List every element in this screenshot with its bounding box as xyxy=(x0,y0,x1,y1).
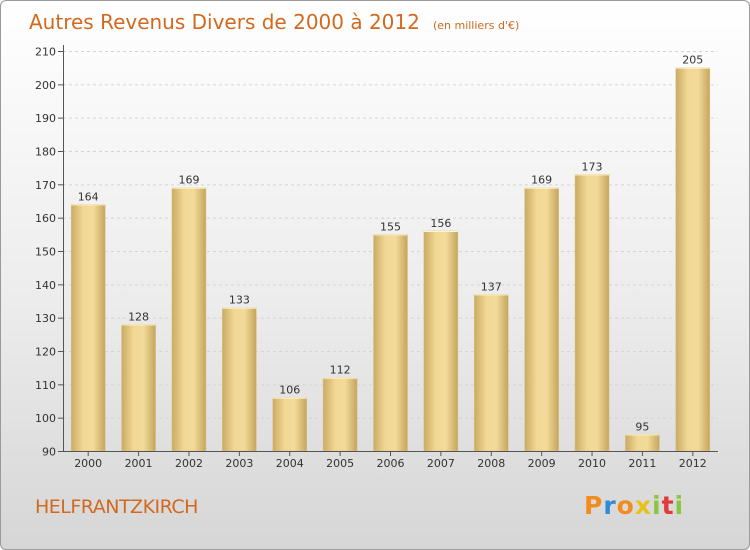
chart-title: Autres Revenus Divers de 2000 à 2012 (en… xyxy=(29,10,519,34)
brand-letter: t xyxy=(661,491,675,520)
bar-2003 xyxy=(222,307,257,452)
data-label: 169 xyxy=(531,174,552,187)
y-tick-label: 170 xyxy=(35,179,56,192)
bars: 164 128 169 133 106 112 155 156 137 169 173 95 205 xyxy=(70,54,711,452)
bar-2011 xyxy=(625,434,660,452)
y-tick-label: 160 xyxy=(35,212,56,225)
y-tick-label: 100 xyxy=(35,412,56,425)
location-label: HELFRANTZKIRCH xyxy=(35,496,198,518)
x-axis: 2000 2001 2002 2003 2004 2005 2006 2007 2008 2009… xyxy=(63,451,718,470)
y-axis: 90 100 110 120 130 140 150 160 170 180 190 200 210 xyxy=(35,45,64,459)
chart-subtitle: (en milliers d'€) xyxy=(433,19,519,32)
y-tick-label: 210 xyxy=(35,46,56,59)
y-tick-label: 200 xyxy=(35,79,56,92)
data-label: 155 xyxy=(380,220,401,233)
x-tick-label: 2006 xyxy=(377,457,405,470)
bar-2009 xyxy=(524,187,559,452)
data-label: 156 xyxy=(430,217,451,230)
x-tick-label: 2010 xyxy=(578,457,606,470)
brand-letter: i xyxy=(674,491,685,520)
data-label: 169 xyxy=(178,174,199,187)
y-tick-label: 120 xyxy=(35,346,56,359)
data-label: 95 xyxy=(635,420,649,433)
brand-letter: i xyxy=(652,491,662,520)
bar-2007 xyxy=(423,230,459,452)
x-tick-label: 2005 xyxy=(326,457,354,470)
bar-2010 xyxy=(574,174,610,452)
brand-letter: P xyxy=(584,491,604,520)
chart-title-main: Autres Revenus Divers de 2000 à 2012 xyxy=(29,10,420,34)
x-tick-label: 2003 xyxy=(225,457,253,470)
bar-2002 xyxy=(171,187,207,452)
data-label: 133 xyxy=(229,294,250,307)
y-tick-label: 150 xyxy=(35,246,56,259)
data-label: 205 xyxy=(682,54,703,67)
data-label: 112 xyxy=(330,364,351,377)
data-label: 164 xyxy=(78,190,99,203)
bar-2001 xyxy=(121,324,156,452)
bar-2006 xyxy=(373,234,408,452)
data-label: 137 xyxy=(481,280,502,293)
y-tick-label: 110 xyxy=(35,379,56,392)
bar-2005 xyxy=(322,377,358,452)
brand-letter: x xyxy=(634,491,652,520)
x-tick-label: 2004 xyxy=(276,457,304,470)
y-tick-label: 130 xyxy=(35,312,56,325)
x-tick-label: 2011 xyxy=(628,457,656,470)
data-label: 128 xyxy=(128,310,149,323)
y-tick-label: 190 xyxy=(35,112,56,125)
bar-2004 xyxy=(272,397,307,452)
x-tick-label: 2002 xyxy=(175,457,203,470)
brand-logo: Proxiti xyxy=(584,491,684,520)
data-label: 106 xyxy=(279,384,300,397)
x-tick-label: 2000 xyxy=(74,457,102,470)
x-tick-label: 2012 xyxy=(679,457,707,470)
x-tick-label: 2009 xyxy=(528,457,556,470)
y-tick-label: 90 xyxy=(42,446,56,459)
brand-letter: o xyxy=(616,491,635,520)
x-tick-label: 2008 xyxy=(477,457,505,470)
y-tick-label: 180 xyxy=(35,146,56,159)
brand-letter: r xyxy=(603,491,617,520)
bar-2000 xyxy=(70,204,106,452)
bar-2008 xyxy=(474,294,509,452)
y-tick-label: 140 xyxy=(35,279,56,292)
bar-2012 xyxy=(675,67,711,452)
x-tick-label: 2007 xyxy=(427,457,455,470)
data-label: 173 xyxy=(582,160,603,173)
x-tick-label: 2001 xyxy=(125,457,153,470)
